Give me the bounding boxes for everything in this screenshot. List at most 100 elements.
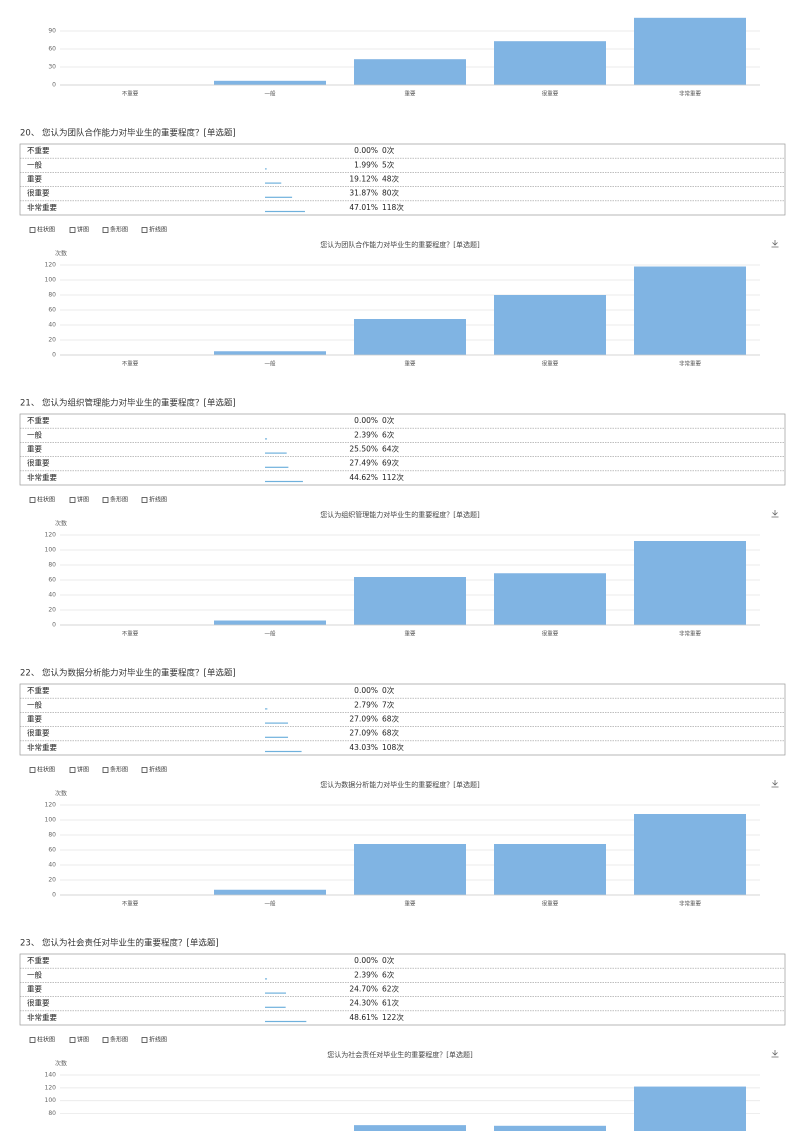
count-cell: 112次 bbox=[382, 472, 404, 482]
count-cell: 48次 bbox=[382, 174, 400, 184]
y-tick-label: 120 bbox=[45, 532, 57, 539]
tab-icon[interactable] bbox=[102, 227, 109, 233]
tab-icon[interactable] bbox=[69, 227, 76, 233]
chart-title: 您认为数据分析能力对毕业生的重要程度？[单选题] bbox=[320, 780, 480, 789]
bar bbox=[354, 1125, 466, 1131]
chart-tab[interactable]: 柱状图 bbox=[37, 496, 55, 504]
tab-icon[interactable] bbox=[69, 767, 76, 773]
tab-icon[interactable] bbox=[29, 767, 36, 773]
chart-tab[interactable]: 饼图 bbox=[77, 496, 89, 504]
chart-tab[interactable]: 折线图 bbox=[149, 226, 167, 234]
y-tick-label: 40 bbox=[48, 322, 56, 329]
percent-cell: 25.50% bbox=[349, 445, 378, 454]
count-cell: 0次 bbox=[382, 685, 395, 695]
y-tick-label: 20 bbox=[48, 337, 56, 344]
chart-tab[interactable]: 柱状图 bbox=[37, 1036, 55, 1044]
option-cell: 重要 bbox=[27, 175, 42, 184]
percent-bar bbox=[265, 1020, 307, 1023]
x-tick-label: 重要 bbox=[404, 900, 416, 908]
count-cell: 69次 bbox=[382, 458, 400, 468]
option-cell: 重要 bbox=[27, 985, 42, 994]
chart-title: 您认为团队合作能力对毕业生的重要程度？[单选题] bbox=[320, 240, 480, 249]
percent-cell: 31.87% bbox=[349, 189, 378, 198]
percent-bar bbox=[265, 708, 268, 710]
chart-tab[interactable]: 条形图 bbox=[110, 226, 128, 234]
tab-icon[interactable] bbox=[102, 1037, 109, 1043]
x-tick-label: 不重要 bbox=[122, 360, 139, 368]
table-border bbox=[19, 413, 786, 486]
tab-icon[interactable] bbox=[102, 497, 109, 503]
y-tick-label: 30 bbox=[48, 64, 56, 71]
chart-tab[interactable]: 条形图 bbox=[110, 496, 128, 504]
chart-tab[interactable]: 条形图 bbox=[110, 1036, 128, 1044]
option-cell: 一般 bbox=[27, 969, 42, 979]
x-tick-label: 一般 bbox=[264, 90, 276, 98]
bar bbox=[354, 844, 466, 895]
count-cell: 6次 bbox=[382, 429, 395, 439]
option-cell: 一般 bbox=[27, 429, 42, 439]
y-tick-label: 40 bbox=[48, 592, 56, 599]
bar bbox=[214, 80, 326, 85]
percent-bar bbox=[265, 182, 282, 184]
chart-tab[interactable]: 饼图 bbox=[77, 1036, 89, 1044]
table-border bbox=[19, 683, 786, 756]
percent-bar bbox=[265, 168, 267, 170]
tab-icon[interactable] bbox=[141, 227, 148, 233]
tab-icon[interactable] bbox=[102, 767, 109, 773]
count-cell: 68次 bbox=[382, 728, 400, 738]
y-tick-label: 100 bbox=[45, 547, 57, 554]
option-cell: 不重要 bbox=[27, 686, 50, 695]
tab-icon[interactable] bbox=[29, 497, 36, 503]
bar bbox=[634, 814, 746, 895]
x-tick-label: 重要 bbox=[404, 360, 416, 368]
count-cell: 118次 bbox=[382, 202, 404, 212]
y-axis-label: 次数 bbox=[55, 250, 67, 258]
chart-tab[interactable]: 柱状图 bbox=[37, 226, 55, 234]
y-tick-label: 140 bbox=[45, 1072, 57, 1079]
bar bbox=[354, 577, 466, 625]
tab-icon[interactable] bbox=[69, 1037, 76, 1043]
tab-icon[interactable] bbox=[141, 767, 148, 773]
chart-title: 您认为社会责任对毕业生的重要程度？[单选题] bbox=[327, 1050, 473, 1059]
chart-tab[interactable]: 条形图 bbox=[110, 766, 128, 774]
option-cell: 很重要 bbox=[27, 459, 50, 468]
bar bbox=[494, 295, 606, 355]
y-tick-label: 100 bbox=[45, 817, 57, 824]
y-tick-label: 0 bbox=[52, 352, 56, 359]
download-icon[interactable] bbox=[771, 1050, 779, 1058]
x-tick-label: 非常重要 bbox=[679, 900, 702, 908]
option-cell: 很重要 bbox=[27, 729, 50, 738]
x-tick-label: 不重要 bbox=[122, 900, 139, 908]
percent-bar bbox=[265, 452, 287, 454]
option-cell: 非常重要 bbox=[27, 742, 57, 752]
percent-bar bbox=[265, 210, 305, 213]
x-tick-label: 非常重要 bbox=[679, 630, 702, 638]
tab-icon[interactable] bbox=[141, 1037, 148, 1043]
chart-tab[interactable]: 折线图 bbox=[149, 766, 167, 774]
bar bbox=[634, 1086, 746, 1131]
tab-icon[interactable] bbox=[141, 497, 148, 503]
chart-tab[interactable]: 折线图 bbox=[149, 496, 167, 504]
percent-cell: 24.70% bbox=[349, 985, 378, 994]
chart-tab[interactable]: 饼图 bbox=[77, 766, 89, 774]
download-icon[interactable] bbox=[771, 510, 779, 518]
download-icon[interactable] bbox=[771, 780, 779, 788]
download-icon[interactable] bbox=[771, 240, 779, 248]
tab-icon[interactable] bbox=[29, 227, 36, 233]
chart-tab[interactable]: 饼图 bbox=[77, 226, 89, 234]
option-cell: 不重要 bbox=[27, 146, 50, 155]
percent-cell: 48.61% bbox=[349, 1013, 378, 1022]
y-axis-label: 次数 bbox=[55, 790, 67, 798]
x-tick-label: 非常重要 bbox=[679, 90, 702, 98]
tab-icon[interactable] bbox=[69, 497, 76, 503]
count-cell: 68次 bbox=[382, 714, 400, 724]
count-cell: 64次 bbox=[382, 444, 400, 454]
chart-tab[interactable]: 柱状图 bbox=[37, 766, 55, 774]
chart-tab[interactable]: 折线图 bbox=[149, 1036, 167, 1044]
bar bbox=[634, 17, 746, 85]
tab-icon[interactable] bbox=[29, 1037, 36, 1043]
count-cell: 122次 bbox=[382, 1012, 404, 1022]
percent-cell: 2.39% bbox=[354, 430, 378, 439]
option-cell: 非常重要 bbox=[27, 202, 57, 212]
